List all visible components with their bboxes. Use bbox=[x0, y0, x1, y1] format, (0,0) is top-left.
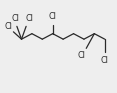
Text: Cl: Cl bbox=[78, 51, 86, 60]
Text: Cl: Cl bbox=[101, 56, 109, 65]
Text: Cl: Cl bbox=[26, 14, 34, 23]
Text: Cl: Cl bbox=[5, 22, 13, 31]
Text: Cl: Cl bbox=[12, 14, 20, 23]
Text: Cl: Cl bbox=[49, 12, 57, 21]
